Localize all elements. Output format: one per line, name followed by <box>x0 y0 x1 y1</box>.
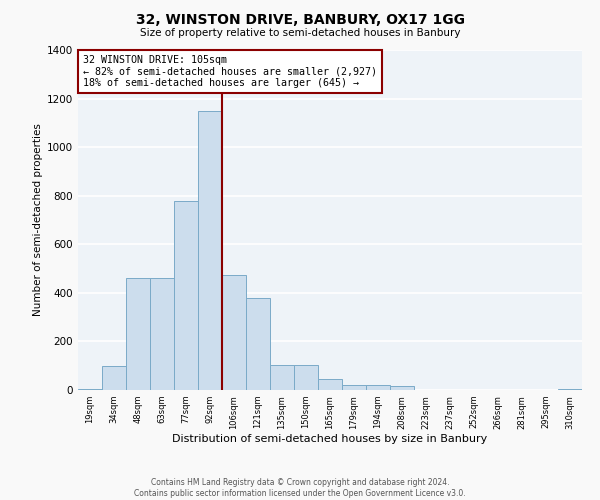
Bar <box>126 278 150 390</box>
Y-axis label: Number of semi-detached properties: Number of semi-detached properties <box>33 124 43 316</box>
Bar <box>270 364 294 390</box>
Bar <box>342 385 366 390</box>
Text: Size of property relative to semi-detached houses in Banbury: Size of property relative to semi-detach… <box>140 28 460 38</box>
Text: Contains HM Land Registry data © Crown copyright and database right 2024.
Contai: Contains HM Land Registry data © Crown c… <box>134 478 466 498</box>
Text: 32, WINSTON DRIVE, BANBURY, OX17 1GG: 32, WINSTON DRIVE, BANBURY, OX17 1GG <box>136 12 464 26</box>
Bar <box>198 110 222 390</box>
Bar <box>222 274 246 390</box>
Bar <box>150 278 174 390</box>
Bar <box>294 364 318 390</box>
Bar <box>390 386 414 390</box>
Bar <box>366 385 390 390</box>
Bar <box>78 389 102 390</box>
Bar <box>102 366 126 390</box>
Bar <box>246 298 270 390</box>
Text: 32 WINSTON DRIVE: 105sqm
← 82% of semi-detached houses are smaller (2,927)
18% o: 32 WINSTON DRIVE: 105sqm ← 82% of semi-d… <box>83 55 377 88</box>
Bar <box>174 200 198 390</box>
Bar <box>318 379 342 390</box>
Bar <box>558 389 582 390</box>
X-axis label: Distribution of semi-detached houses by size in Banbury: Distribution of semi-detached houses by … <box>172 434 488 444</box>
